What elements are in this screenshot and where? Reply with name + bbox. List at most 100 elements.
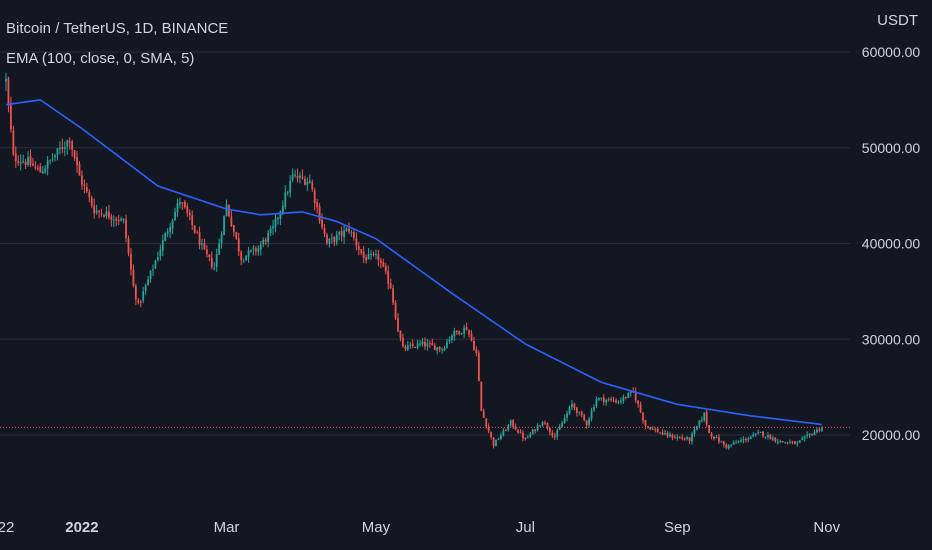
candle-body — [313, 190, 316, 204]
candle-body — [749, 436, 752, 440]
candle-body — [142, 291, 145, 301]
candle-body — [294, 174, 296, 176]
candle-body — [446, 341, 448, 348]
candle-body — [242, 260, 245, 262]
candle-body — [166, 231, 169, 234]
candle-body — [196, 232, 198, 234]
candle-body — [784, 442, 786, 444]
symbol-title[interactable]: Bitcoin / TetherUS, 1D, BINANCE — [6, 20, 229, 37]
candle-body — [644, 420, 647, 426]
candle-body — [659, 432, 662, 434]
candle-body — [602, 397, 605, 403]
candle-body — [198, 232, 201, 246]
candle-body — [451, 335, 453, 341]
candle-body — [468, 329, 470, 335]
candle-body — [531, 429, 534, 435]
indicator-legend[interactable]: EMA (100, close, 0, SMA, 5) — [6, 50, 195, 67]
candle-body — [103, 214, 105, 217]
candle-body — [485, 418, 488, 427]
candle-body — [186, 206, 189, 214]
candle-body — [90, 197, 93, 206]
candle-body — [796, 442, 799, 444]
candle-body — [696, 426, 698, 430]
candle-body — [394, 302, 397, 319]
candle-body — [509, 420, 512, 426]
candle-body — [259, 244, 262, 250]
candle-body — [206, 249, 208, 255]
candle-body — [458, 331, 461, 335]
candle-body — [193, 225, 196, 233]
candle-body — [161, 240, 164, 251]
candle-body — [816, 429, 818, 433]
candle-body — [46, 160, 49, 169]
candle-body — [735, 442, 737, 444]
candle-body — [585, 420, 588, 426]
candle-body — [745, 438, 747, 441]
candle-body — [98, 210, 100, 212]
candle-body — [362, 251, 365, 258]
candle-body — [497, 439, 500, 441]
candle-body — [808, 433, 811, 435]
candle-body — [333, 236, 336, 242]
candle-body — [651, 428, 654, 430]
candle-body — [500, 435, 502, 439]
candle-body — [416, 343, 419, 348]
candle-body — [120, 218, 123, 221]
candle-body — [647, 426, 649, 428]
candle-body — [639, 404, 642, 413]
candle-body — [152, 269, 154, 271]
candle-body — [703, 412, 706, 421]
candle-body — [536, 425, 539, 431]
candle-body — [820, 427, 823, 432]
candle-body — [539, 425, 541, 427]
candle-body — [460, 332, 463, 334]
candle-body — [661, 432, 664, 435]
candle-body — [426, 343, 429, 347]
candle-body — [529, 433, 532, 437]
candle-body — [463, 327, 466, 334]
candle-body — [409, 344, 412, 346]
candle-body — [301, 176, 304, 179]
candle-body — [436, 347, 439, 351]
candle-body — [789, 442, 791, 444]
y-tick-label: 30000.00 — [862, 331, 921, 347]
candle-body — [108, 211, 110, 218]
candle-body — [470, 333, 473, 341]
candle-body — [174, 211, 176, 221]
candle-body — [355, 238, 358, 246]
candle-body — [213, 267, 216, 269]
candle-body — [620, 400, 622, 403]
candle-body — [382, 262, 385, 267]
candle-body — [573, 404, 576, 408]
candle-body — [397, 318, 399, 332]
candle-body — [776, 441, 779, 443]
candle-body — [683, 438, 686, 440]
candle-body — [171, 220, 174, 229]
candle-body — [727, 444, 730, 449]
candle-body — [321, 219, 323, 228]
candle-body — [742, 438, 745, 441]
candle-body — [718, 437, 720, 442]
candle-body — [191, 215, 194, 225]
candle-body — [818, 429, 821, 431]
candle-body — [404, 346, 407, 350]
candle-body — [318, 206, 321, 221]
candle-body — [71, 141, 74, 150]
candle-body — [252, 247, 255, 250]
candles — [5, 72, 823, 451]
candle-body — [112, 219, 115, 221]
candle-body — [414, 346, 417, 348]
candle-body — [88, 191, 91, 198]
candle-body — [179, 202, 181, 205]
y-axis: 20000.00 30000.00 40000.00 50000.00 60000.00 — [862, 44, 921, 443]
candle-body — [453, 330, 456, 337]
candle-body — [85, 187, 88, 192]
candle-body — [117, 220, 120, 222]
x-tick-label: Sep — [664, 519, 691, 536]
candle-body — [541, 422, 544, 426]
x-tick-label: Jul — [516, 519, 535, 536]
candle-body — [764, 436, 767, 438]
candle-body — [218, 243, 221, 255]
